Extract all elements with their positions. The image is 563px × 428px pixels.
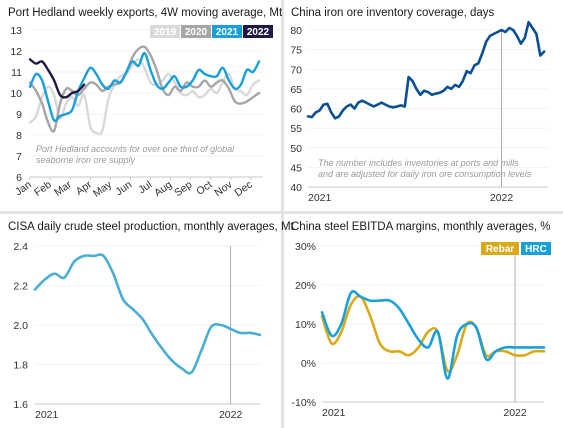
x-tick-label: 2022	[490, 192, 514, 204]
series-line-main	[306, 20, 546, 120]
y-tick-label: 2.0	[13, 320, 28, 332]
x-tick-label: Oct	[194, 179, 214, 198]
y-tick-label: 6	[16, 172, 22, 184]
x-tick-label: Sep	[172, 179, 194, 200]
legend-swatch-2020	[181, 25, 211, 38]
legend-swatch-2021	[212, 25, 242, 38]
y-tick-label: 9	[16, 109, 22, 121]
y-tick-label: 80	[290, 25, 302, 37]
y-tick-label: -10%	[291, 397, 316, 409]
y-tick-label: 10	[10, 88, 22, 100]
series-line-hrc	[320, 290, 546, 380]
legend-label-2020: 2020	[185, 27, 208, 38]
x-tick-label: 2022	[503, 407, 527, 419]
y-tick-label: 20%	[295, 280, 316, 292]
y-tick-label: 75	[290, 45, 302, 57]
legend-swatch-2019	[150, 25, 180, 38]
panel-inventory-coverage: China iron ore inventory coverage, days …	[290, 7, 548, 204]
y-tick-label: 2.4	[13, 241, 28, 253]
chart-title: Port Hedland weekly exports, 4W moving a…	[8, 7, 283, 19]
y-tick-label: 70	[290, 64, 302, 76]
y-tick-label: 45	[290, 162, 302, 174]
y-tick-label: 60	[290, 104, 302, 116]
legend: 2019 2020 2021 2022	[150, 25, 273, 38]
x-tick-label: May	[91, 178, 115, 200]
x-tick-label: 2021	[308, 192, 332, 204]
y-tick-label: 30%	[295, 241, 316, 253]
panel-port-hedland: Port Hedland weekly exports, 4W moving a…	[8, 7, 283, 200]
series-line-2021	[28, 51, 261, 123]
y-tick-label: 8	[16, 130, 22, 142]
annotation-line-1: The number includes inventories at ports…	[318, 158, 519, 168]
legend-label-2022: 2022	[247, 27, 270, 38]
chart-title: CISA daily crude steel production, month…	[8, 221, 295, 233]
legend-label-hrc: HRC	[525, 244, 547, 255]
divider-horizontal	[0, 211, 563, 214]
legend-label-2021: 2021	[216, 27, 239, 38]
y-tick-label: 0%	[301, 358, 316, 370]
y-tick-label: 40	[290, 182, 302, 194]
legend-swatch-hrc	[521, 242, 551, 255]
y-tick-label: 10%	[295, 319, 316, 331]
annotation-line-1: Port Hedland accounts for over one third…	[36, 144, 235, 154]
chart-title: China steel EBITDA margins, monthly aver…	[291, 221, 551, 233]
panel-ebitda-margins: China steel EBITDA margins, monthly aver…	[291, 221, 551, 419]
x-tick-label: Feb	[32, 179, 54, 199]
x-tick-label: Jun	[113, 179, 134, 199]
y-tick-label: 1.8	[13, 360, 28, 372]
annotation-line-2: and are adjusted for daily iron ore cons…	[318, 169, 532, 179]
series-line-2019	[28, 58, 261, 136]
series-line-main	[33, 253, 262, 375]
y-tick-label: 12	[10, 46, 22, 58]
x-tick-label: Aug	[152, 179, 174, 200]
y-tick-label: 13	[10, 25, 22, 37]
legend-label-rebar: Rebar	[486, 244, 514, 255]
y-tick-label: 50	[290, 143, 302, 155]
legend-swatch-2022	[243, 25, 273, 38]
legend-label-2019: 2019	[154, 27, 177, 38]
y-tick-label: 7	[16, 151, 22, 163]
y-tick-label: 1.6	[13, 399, 28, 411]
x-tick-label: 2021	[322, 407, 346, 419]
series-line-2020	[28, 45, 261, 133]
x-tick-label: Jul	[136, 179, 154, 197]
series-line-2022	[28, 58, 86, 99]
legend-swatch-rebar	[481, 242, 519, 255]
x-tick-label: 2021	[35, 409, 59, 421]
x-tick-label: Mar	[52, 178, 74, 198]
chart-title: China iron ore inventory coverage, days	[291, 7, 495, 19]
panel-cisa-production: CISA daily crude steel production, month…	[8, 221, 295, 421]
x-tick-label: 2022	[219, 409, 243, 421]
y-tick-label: 65	[290, 84, 302, 96]
legend: Rebar HRC	[481, 242, 551, 255]
y-tick-label: 11	[11, 67, 22, 79]
x-tick-label: Dec	[232, 179, 254, 200]
annotation-line-2: seaborne iron ore supply	[36, 155, 136, 165]
x-tick-label: Apr	[74, 178, 95, 197]
y-tick-label: 2.2	[13, 281, 28, 293]
y-tick-label: 55	[290, 123, 302, 135]
